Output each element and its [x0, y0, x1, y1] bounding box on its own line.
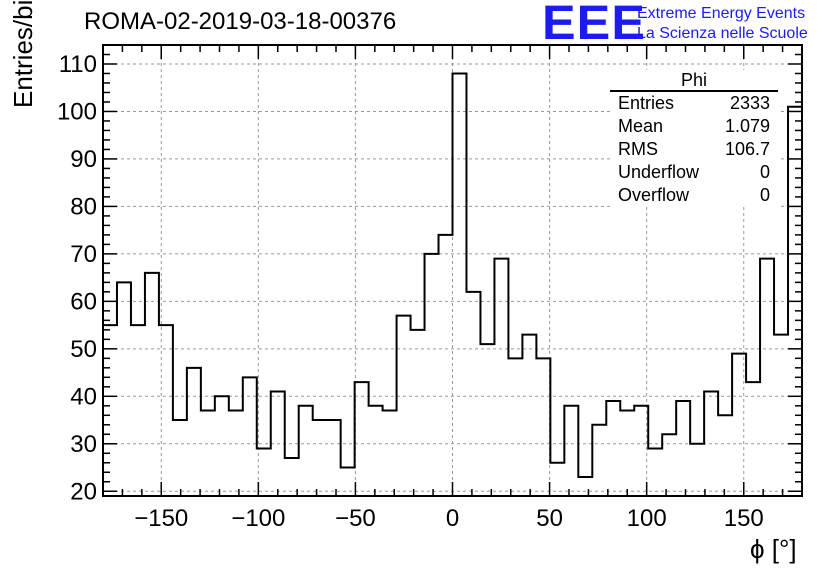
histogram-bin	[327, 420, 341, 496]
histogram-bin	[159, 325, 173, 496]
histogram-bin	[690, 444, 704, 496]
histogram-bin	[494, 259, 508, 496]
x-tick-label: 150	[724, 505, 764, 532]
y-tick-label: 70	[70, 241, 97, 268]
histogram-bin	[313, 420, 327, 496]
histogram-bin	[215, 396, 229, 496]
histogram-bin	[341, 468, 355, 496]
histogram-bin	[369, 406, 383, 496]
stats-value: 2333	[729, 93, 770, 113]
stats-row-entries: Entries 2333	[610, 92, 778, 115]
x-axis-label: ϕ [°]	[750, 534, 797, 564]
y-tick-label: 110	[59, 51, 97, 78]
y-axis-label: Entries/bin	[8, 0, 38, 108]
histogram-bin	[648, 449, 662, 496]
histogram-bin	[550, 463, 564, 496]
stats-value: 1.079	[724, 116, 770, 136]
stats-value: 0	[759, 162, 770, 182]
y-tick-label: 30	[70, 431, 97, 458]
histogram-bin	[173, 420, 187, 496]
histogram-bin	[201, 411, 215, 496]
stats-row-overflow: Overflow 0	[610, 184, 778, 207]
y-tick-label: 90	[70, 146, 97, 173]
histogram-bin	[103, 325, 117, 496]
x-tick-label: 100	[627, 505, 667, 532]
stats-row-mean: Mean 1.079	[610, 115, 778, 138]
histogram-bin	[746, 382, 760, 496]
y-tick-label: 80	[70, 193, 97, 220]
x-tick-label: −50	[335, 505, 376, 532]
logo-line-2: La Scienza nelle Scuole	[637, 25, 808, 42]
x-tick-label: −100	[231, 505, 285, 532]
stats-label: RMS	[618, 139, 658, 159]
stats-label: Overflow	[618, 185, 690, 205]
histogram-bin	[425, 254, 439, 496]
histogram-bin	[774, 335, 788, 496]
histogram-bin	[606, 401, 620, 496]
stats-row-rms: RMS 106.7	[610, 138, 778, 161]
histogram-bin	[117, 282, 131, 496]
histogram-bin	[299, 406, 313, 496]
histogram-bin	[145, 273, 159, 496]
stats-row-underflow: Underflow 0	[610, 161, 778, 184]
y-tick-label: 20	[70, 478, 97, 505]
histogram-bin	[578, 477, 592, 496]
histogram-bin	[383, 411, 397, 496]
y-tick-label: 40	[70, 383, 97, 410]
histogram-bin	[592, 425, 606, 496]
histogram-bin	[466, 292, 480, 496]
histogram-bin	[439, 235, 453, 496]
histogram-bin	[411, 330, 425, 496]
histogram-bin	[522, 335, 536, 496]
stats-title: Phi	[610, 70, 778, 92]
stats-value: 106.7	[724, 139, 770, 159]
histogram-bin	[508, 358, 522, 496]
stats-label: Entries	[618, 93, 675, 113]
histogram-outline	[103, 72, 802, 479]
histogram-bin	[718, 415, 732, 496]
x-tick-label: −150	[134, 505, 188, 532]
chart-title: ROMA-02-2019-03-18-00376	[84, 8, 397, 35]
histogram-bin	[355, 382, 369, 496]
histogram-bin	[480, 344, 494, 496]
axis-tick-labels: −150 −100 −50 0 50 100 150 20 30 40 50 60 70 80 90 100 1…	[57, 51, 764, 532]
histogram-bin	[187, 368, 201, 496]
histogram-bin	[676, 401, 690, 496]
stats-value: 0	[759, 185, 770, 205]
histogram-bin	[243, 377, 257, 496]
stats-box: Phi Entries 2333 Mean 1.079 RMS 106.7 Un…	[610, 70, 778, 207]
logo-line-1: Extreme Energy Events	[637, 5, 806, 22]
histogram-bin	[536, 358, 550, 496]
axis-ticks	[103, 44, 802, 496]
histogram-bin	[760, 259, 774, 496]
histogram-bin	[397, 316, 411, 496]
histogram-bin	[131, 325, 145, 496]
histogram-bin	[620, 411, 634, 496]
stats-label: Mean	[618, 116, 664, 136]
y-tick-label: 100	[57, 98, 97, 125]
y-tick-label: 50	[70, 336, 97, 363]
histogram-bin	[564, 406, 578, 496]
logo-caption: Extreme Energy Events La Scienza nelle S…	[637, 4, 808, 44]
x-tick-label: 50	[536, 505, 563, 532]
eee-logo: EEE	[542, 0, 646, 50]
histogram-bin	[453, 73, 467, 496]
stats-label: Underflow	[618, 162, 700, 182]
x-tick-label: 0	[446, 505, 459, 532]
y-tick-label: 60	[70, 288, 97, 315]
histogram-bin	[229, 411, 243, 496]
